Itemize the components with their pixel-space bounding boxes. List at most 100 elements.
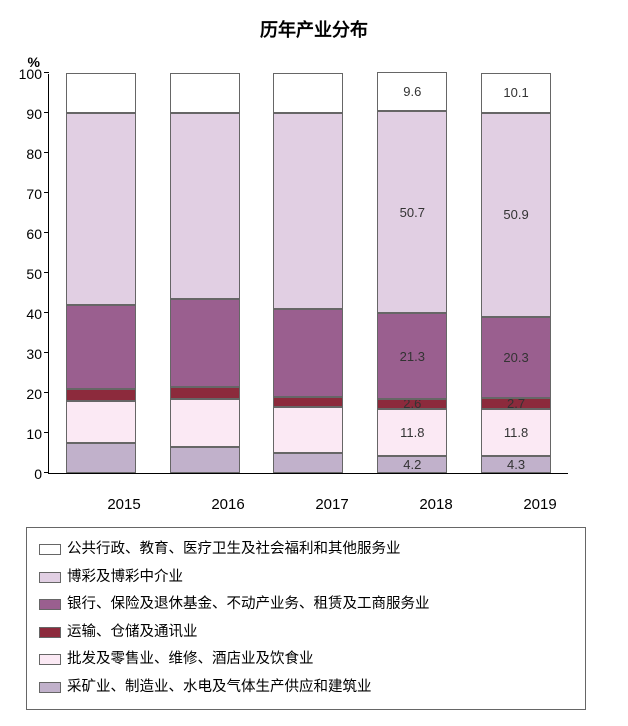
value-label: 2.6 xyxy=(403,399,421,409)
segment-s4: 20.3 xyxy=(481,317,551,398)
bar-2016 xyxy=(170,73,240,473)
y-tick-label: 90 xyxy=(26,106,42,122)
y-tick-mark xyxy=(44,472,49,473)
y-tick-mark xyxy=(44,392,49,393)
segment-s3: 2.6 xyxy=(377,399,447,409)
segment-s3 xyxy=(273,397,343,407)
segment-s6: 10.1 xyxy=(481,73,551,113)
chart-title: 历年产业分布 xyxy=(16,16,612,42)
legend-label: 采矿业、制造业、水电及气体生产供应和建筑业 xyxy=(67,674,372,702)
value-label: 4.2 xyxy=(403,457,421,472)
y-tick-label: 30 xyxy=(26,346,42,362)
x-tick-label: 2019 xyxy=(505,496,575,513)
segment-s2 xyxy=(66,401,136,443)
segment-s4: 21.3 xyxy=(377,313,447,398)
segment-s2: 11.8 xyxy=(377,409,447,456)
segment-s1 xyxy=(273,453,343,473)
value-label: 21.3 xyxy=(400,349,425,364)
bar-2019: 4.3 11.8 2.7 20.3 50.9 10.1 xyxy=(481,73,551,473)
legend-swatch xyxy=(39,682,61,693)
y-tick-label: 100 xyxy=(19,66,42,82)
bar-2015 xyxy=(66,73,136,473)
value-label: 10.1 xyxy=(503,85,528,100)
bars-container: 4.2 11.8 2.6 21.3 50.7 9.6 4.3 11.8 2.7 20.3 50.9 1… xyxy=(49,74,568,473)
segment-s6 xyxy=(170,73,240,113)
x-tick-label: 2015 xyxy=(89,496,159,513)
segment-s5 xyxy=(66,113,136,305)
segment-s3 xyxy=(170,387,240,399)
legend-item: 批发及零售业、维修、酒店业及饮食业 xyxy=(39,646,573,674)
y-tick-label: 10 xyxy=(26,426,42,442)
plot-area: % 0102030405060708090100 4.211.82.621.35… xyxy=(16,54,612,490)
value-label: 50.7 xyxy=(400,205,425,220)
x-axis: 2015 2016 2017 2018 2019 xyxy=(72,490,592,513)
y-tick-mark xyxy=(44,432,49,433)
legend-swatch xyxy=(39,599,61,610)
segment-s4 xyxy=(273,309,343,397)
legend-label: 批发及零售业、维修、酒店业及饮食业 xyxy=(67,646,314,674)
segment-s5: 50.7 xyxy=(377,111,447,314)
legend-label: 公共行政、教育、医疗卫生及社会福利和其他服务业 xyxy=(67,536,401,564)
value-label: 11.8 xyxy=(504,425,528,440)
segment-s3: 2.7 xyxy=(481,398,551,409)
y-tick-label: 20 xyxy=(26,386,42,402)
segment-s5 xyxy=(273,113,343,309)
legend-swatch xyxy=(39,572,61,583)
chart-plot: 4.2 11.8 2.6 21.3 50.7 9.6 4.3 11.8 2.7 20.3 50.9 1… xyxy=(48,74,568,474)
y-tick-mark xyxy=(44,112,49,113)
y-tick-label: 40 xyxy=(26,306,42,322)
segment-s2 xyxy=(170,399,240,447)
legend: 公共行政、教育、医疗卫生及社会福利和其他服务业博彩及博彩中介业银行、保险及退休基… xyxy=(26,527,586,710)
legend-item: 博彩及博彩中介业 xyxy=(39,564,573,592)
y-tick-mark xyxy=(44,72,49,73)
y-axis: 0102030405060708090100 xyxy=(16,70,48,490)
y-tick-label: 70 xyxy=(26,186,42,202)
y-tick-mark xyxy=(44,272,49,273)
y-tick-label: 50 xyxy=(26,266,42,282)
segment-s6 xyxy=(66,73,136,113)
y-tick-label: 0 xyxy=(34,466,42,482)
legend-swatch xyxy=(39,544,61,555)
legend-item: 公共行政、教育、医疗卫生及社会福利和其他服务业 xyxy=(39,536,573,564)
segment-s6: 9.6 xyxy=(377,72,447,110)
x-tick-label: 2018 xyxy=(401,496,471,513)
y-tick-mark xyxy=(44,152,49,153)
segment-s6 xyxy=(273,73,343,113)
value-label: 20.3 xyxy=(503,350,528,365)
bar-2017 xyxy=(273,73,343,473)
value-label: 2.7 xyxy=(507,398,525,409)
x-tick-label: 2016 xyxy=(193,496,263,513)
segment-s1 xyxy=(170,447,240,473)
segment-s5: 50.9 xyxy=(481,113,551,317)
y-tick-mark xyxy=(44,232,49,233)
stacked-bar-chart: 历年产业分布 % 0102030405060708090100 4.211.82… xyxy=(16,16,612,710)
segment-s1 xyxy=(66,443,136,473)
value-label: 9.6 xyxy=(403,84,421,99)
segment-s2: 11.8 xyxy=(481,409,551,456)
legend-item: 银行、保险及退休基金、不动产业务、租赁及工商服务业 xyxy=(39,591,573,619)
value-label: 11.8 xyxy=(400,425,424,440)
y-tick-mark xyxy=(44,192,49,193)
legend-swatch xyxy=(39,627,61,638)
legend-label: 银行、保险及退休基金、不动产业务、租赁及工商服务业 xyxy=(67,591,430,619)
legend-item: 运输、仓储及通讯业 xyxy=(39,619,573,647)
legend-swatch xyxy=(39,654,61,665)
legend-item: 采矿业、制造业、水电及气体生产供应和建筑业 xyxy=(39,674,573,702)
segment-s4 xyxy=(66,305,136,389)
segment-s3 xyxy=(66,389,136,401)
y-tick-label: 80 xyxy=(26,146,42,162)
y-tick-mark xyxy=(44,352,49,353)
value-label: 50.9 xyxy=(503,207,528,222)
value-label: 4.3 xyxy=(507,457,525,472)
segment-s2 xyxy=(273,407,343,453)
segment-s4 xyxy=(170,299,240,387)
segment-s5 xyxy=(170,113,240,299)
legend-label: 博彩及博彩中介业 xyxy=(67,564,183,592)
segment-s1: 4.3 xyxy=(481,456,551,473)
legend-label: 运输、仓储及通讯业 xyxy=(67,619,198,647)
y-tick-mark xyxy=(44,312,49,313)
x-tick-label: 2017 xyxy=(297,496,367,513)
bar-2018: 4.2 11.8 2.6 21.3 50.7 9.6 xyxy=(377,72,447,473)
segment-s1: 4.2 xyxy=(377,456,447,473)
y-tick-label: 60 xyxy=(26,226,42,242)
